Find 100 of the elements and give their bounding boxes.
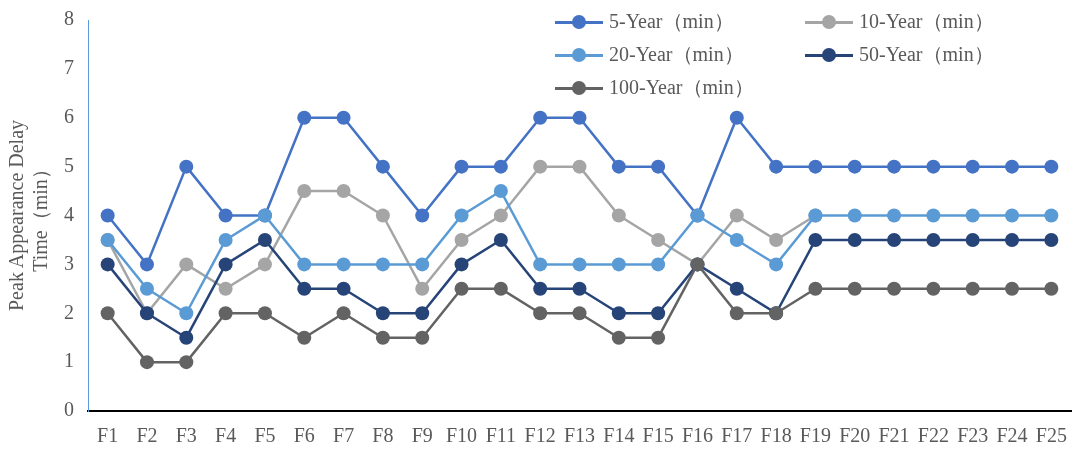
point	[533, 281, 548, 296]
point	[257, 257, 272, 272]
legend-label: 5-Year（min）	[609, 9, 734, 34]
x-tick-label: F11	[485, 424, 517, 447]
point	[808, 281, 823, 296]
legend-label: 100-Year（min）	[609, 75, 754, 100]
x-tick-label: F15	[642, 424, 674, 447]
point	[139, 281, 154, 296]
x-tick-label: F22	[917, 424, 949, 447]
x-tick-label: F2	[136, 424, 158, 447]
point	[336, 184, 351, 199]
point	[257, 306, 272, 321]
point	[1005, 232, 1020, 247]
point	[179, 306, 194, 321]
point	[1005, 281, 1020, 296]
point	[808, 232, 823, 247]
point	[651, 159, 666, 174]
point	[611, 159, 626, 174]
point	[415, 330, 430, 345]
point	[218, 281, 233, 296]
point	[493, 208, 508, 223]
point	[1044, 281, 1059, 296]
y-tick-label: 4	[64, 202, 74, 225]
point	[179, 330, 194, 345]
point	[336, 257, 351, 272]
x-tick-label: F24	[996, 424, 1028, 447]
point	[533, 257, 548, 272]
point	[847, 208, 862, 223]
y-tick-label: 6	[64, 105, 74, 127]
point	[375, 330, 390, 345]
point	[887, 281, 902, 296]
point	[415, 257, 430, 272]
point	[926, 208, 941, 223]
x-tick-label: F16	[681, 424, 714, 447]
point	[100, 257, 115, 272]
point	[533, 159, 548, 174]
point	[336, 306, 351, 321]
y-tick-label: 5	[64, 153, 74, 176]
x-tick-label: F14	[603, 424, 635, 447]
x-tick-label: F17	[721, 424, 753, 447]
y-tick-label: 8	[64, 7, 74, 30]
point	[572, 281, 587, 296]
x-tick-label: F1	[97, 424, 119, 447]
point	[297, 330, 312, 345]
point	[926, 232, 941, 247]
x-tick-label: F10	[445, 424, 478, 447]
point	[218, 232, 233, 247]
x-tick-label: F12	[524, 424, 556, 447]
point	[729, 281, 744, 296]
point	[611, 257, 626, 272]
y-tick-label: 3	[64, 251, 74, 274]
point	[965, 232, 980, 247]
point	[297, 257, 312, 272]
point	[572, 159, 587, 174]
point	[533, 110, 548, 125]
point	[572, 306, 587, 321]
point	[769, 257, 784, 272]
point	[336, 281, 351, 296]
point	[415, 208, 430, 223]
point	[651, 257, 666, 272]
point	[769, 159, 784, 174]
point	[729, 306, 744, 321]
x-tick-label: F3	[175, 424, 197, 447]
point	[297, 281, 312, 296]
x-tick-label: F20	[839, 424, 871, 447]
point	[179, 159, 194, 174]
point	[493, 281, 508, 296]
point	[493, 232, 508, 247]
point	[651, 232, 666, 247]
point	[729, 208, 744, 223]
point	[297, 184, 312, 199]
point	[887, 159, 902, 174]
legend-label: 10-Year（min）	[859, 9, 994, 34]
point	[100, 306, 115, 321]
point	[926, 281, 941, 296]
y-tick-label: 7	[64, 56, 74, 79]
point	[965, 159, 980, 174]
point	[375, 159, 390, 174]
y-axis-title: Peak Appearance Delay Time（min）	[5, 119, 52, 312]
point	[454, 232, 469, 247]
x-tick-label: F18	[760, 424, 792, 447]
point	[1044, 159, 1059, 174]
point	[375, 306, 390, 321]
x-tick-label: F6	[293, 424, 315, 447]
point	[454, 257, 469, 272]
point	[769, 232, 784, 247]
point	[336, 110, 351, 125]
x-tick-label: F25	[1035, 424, 1067, 447]
y-tick-label: 1	[64, 349, 74, 372]
point	[808, 159, 823, 174]
point	[533, 306, 548, 321]
point	[611, 330, 626, 345]
point	[926, 159, 941, 174]
point	[887, 232, 902, 247]
point	[847, 281, 862, 296]
point	[729, 232, 744, 247]
point	[887, 208, 902, 223]
point	[493, 159, 508, 174]
point	[415, 306, 430, 321]
x-tick-label: F4	[215, 424, 237, 447]
